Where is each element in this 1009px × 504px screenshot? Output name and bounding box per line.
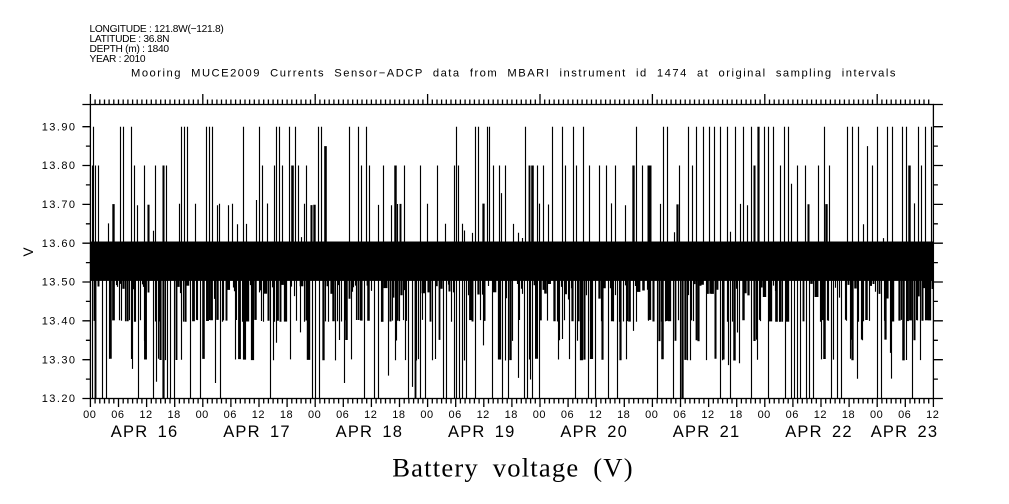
svg-text:00: 00: [533, 409, 546, 421]
svg-text:06: 06: [224, 409, 237, 421]
svg-text:06: 06: [561, 409, 574, 421]
svg-text:13.50: 13.50: [42, 277, 77, 289]
svg-text:APR 17: APR 17: [223, 423, 291, 441]
svg-text:13.80: 13.80: [42, 160, 77, 172]
svg-text:18: 18: [617, 409, 630, 421]
svg-text:APR 18: APR 18: [336, 423, 404, 441]
svg-text:12: 12: [814, 409, 827, 421]
svg-text:00: 00: [420, 409, 433, 421]
svg-text:Mooring MUCE2009 Currents Sens: Mooring MUCE2009 Currents Sensor−ADCP da…: [131, 68, 897, 80]
svg-text:00: 00: [308, 409, 321, 421]
svg-text:12: 12: [589, 409, 602, 421]
svg-text:APR 23: APR 23: [871, 423, 939, 441]
svg-text:V: V: [21, 247, 36, 256]
svg-text:DEPTH (m) : 1840: DEPTH (m) : 1840: [90, 44, 170, 55]
svg-text:APR 16: APR 16: [111, 423, 179, 441]
svg-text:18: 18: [280, 409, 293, 421]
svg-text:LONGITUDE : 121.8W(−121.8): LONGITUDE : 121.8W(−121.8): [90, 24, 224, 35]
svg-text:Battery voltage (V): Battery voltage (V): [392, 452, 634, 482]
svg-text:06: 06: [111, 409, 124, 421]
svg-text:00: 00: [758, 409, 771, 421]
svg-text:APR 19: APR 19: [448, 423, 516, 441]
svg-text:APR 21: APR 21: [673, 423, 741, 441]
svg-text:13.30: 13.30: [42, 354, 77, 366]
svg-text:00: 00: [83, 409, 96, 421]
svg-text:00: 00: [870, 409, 883, 421]
svg-text:00: 00: [645, 409, 658, 421]
svg-text:06: 06: [786, 409, 799, 421]
svg-text:12: 12: [364, 409, 377, 421]
svg-text:YEAR : 2010: YEAR : 2010: [90, 54, 146, 65]
svg-text:18: 18: [729, 409, 742, 421]
svg-text:13.90: 13.90: [42, 121, 77, 133]
svg-text:18: 18: [842, 409, 855, 421]
svg-text:12: 12: [139, 409, 152, 421]
svg-text:18: 18: [505, 409, 518, 421]
svg-text:APR 22: APR 22: [785, 423, 853, 441]
svg-text:06: 06: [673, 409, 686, 421]
svg-text:12: 12: [926, 409, 939, 421]
svg-text:06: 06: [336, 409, 349, 421]
svg-text:13.60: 13.60: [42, 238, 77, 250]
svg-text:00: 00: [196, 409, 209, 421]
svg-text:13.20: 13.20: [42, 393, 77, 405]
svg-text:LATITUDE : 36.8N: LATITUDE : 36.8N: [90, 34, 170, 45]
svg-text:13.40: 13.40: [42, 315, 77, 327]
svg-text:13.70: 13.70: [42, 199, 77, 211]
svg-text:18: 18: [167, 409, 180, 421]
svg-text:APR 20: APR 20: [560, 423, 628, 441]
svg-text:12: 12: [477, 409, 490, 421]
svg-text:06: 06: [448, 409, 461, 421]
svg-text:06: 06: [898, 409, 911, 421]
svg-text:12: 12: [701, 409, 714, 421]
svg-text:12: 12: [252, 409, 265, 421]
svg-text:18: 18: [392, 409, 405, 421]
